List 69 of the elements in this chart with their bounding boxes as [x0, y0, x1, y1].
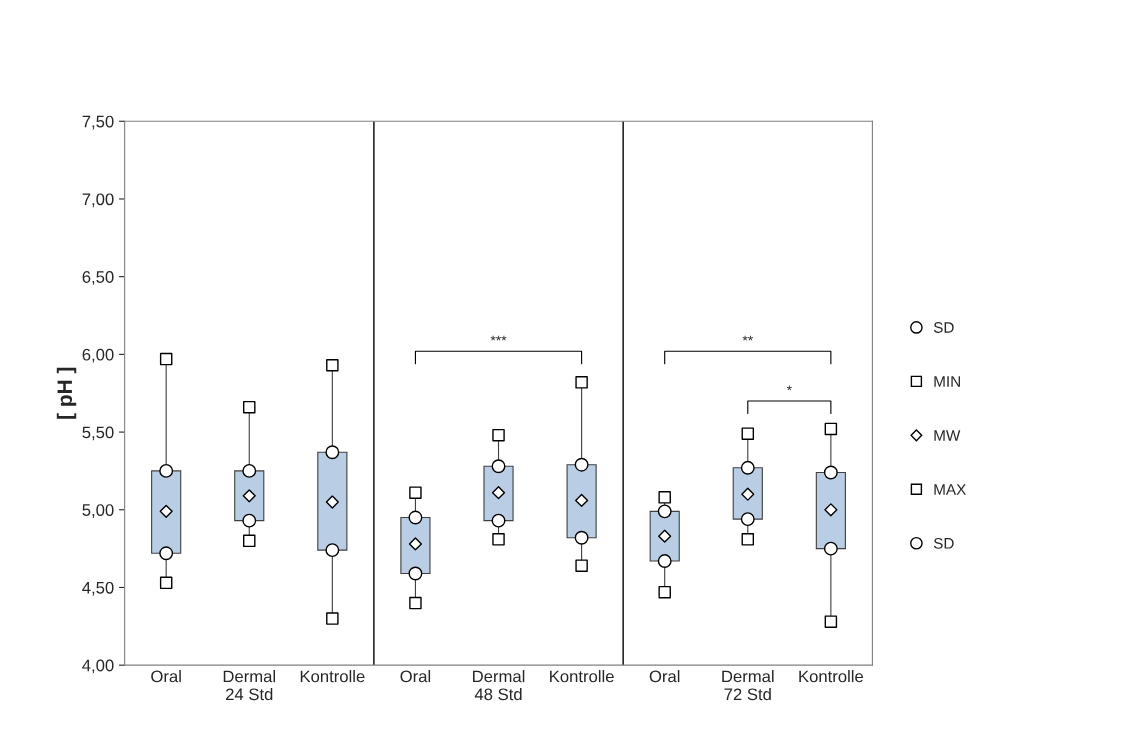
point — [159, 576, 173, 590]
y-axis-title: [ pH ] — [56, 367, 77, 419]
x-tick-label: Kontrolle — [799, 670, 864, 683]
point — [575, 376, 588, 389]
point — [243, 400, 256, 414]
point — [326, 359, 339, 372]
y-tick-label: 7,50 — [82, 115, 114, 130]
point — [408, 510, 423, 525]
x-tick-label: Oral — [151, 670, 181, 683]
point — [823, 465, 838, 480]
point — [243, 534, 256, 548]
point — [242, 463, 257, 478]
x-tick-label: Dermal 48 Std — [473, 670, 525, 701]
legend-label: SD — [933, 537, 954, 549]
annotation: ** — [742, 335, 753, 341]
point — [492, 533, 505, 546]
point — [326, 612, 339, 625]
annotation: *** — [490, 335, 507, 341]
y-tick-label: 5,50 — [82, 426, 114, 441]
bar — [317, 451, 348, 551]
point — [575, 559, 588, 572]
point — [657, 504, 672, 519]
annotation: * — [786, 385, 792, 391]
legend-label: SD — [933, 322, 954, 333]
point — [574, 530, 589, 545]
legend-label: MAX — [934, 484, 966, 495]
y-tick-label: 5,00 — [82, 504, 114, 518]
point — [409, 486, 422, 499]
point — [159, 463, 174, 478]
point — [740, 512, 755, 527]
y-tick-label: 7,00 — [82, 193, 114, 208]
bar — [815, 471, 846, 550]
x-tick-label: Oral — [400, 670, 431, 683]
point — [159, 546, 174, 561]
point — [824, 503, 838, 517]
point — [575, 493, 589, 508]
point — [657, 554, 672, 569]
point — [658, 491, 671, 504]
point — [741, 533, 755, 546]
bar — [151, 470, 182, 554]
point — [159, 352, 173, 366]
legend-label: MW — [934, 430, 961, 441]
point — [741, 427, 755, 440]
point — [492, 428, 505, 442]
point — [491, 513, 506, 528]
x-tick-label: Dermal 24 Std — [223, 670, 275, 701]
y-tick-label: 4,00 — [82, 659, 114, 674]
point — [824, 615, 838, 628]
legend-label: MIN — [934, 376, 960, 387]
point — [159, 504, 173, 518]
point — [574, 457, 589, 472]
x-tick-label: Oral — [649, 670, 680, 683]
point — [325, 543, 340, 558]
x-tick-label: Kontrolle — [300, 670, 365, 683]
point — [491, 459, 506, 474]
point — [824, 422, 838, 436]
point — [409, 596, 422, 610]
point — [658, 585, 671, 599]
point — [740, 460, 755, 475]
y-tick-label: 4,50 — [82, 581, 114, 596]
y-tick-label: 6,50 — [82, 271, 114, 285]
point — [408, 566, 423, 581]
point — [242, 513, 257, 528]
point — [325, 445, 340, 460]
x-tick-label: Dermal 72 Std — [722, 670, 774, 701]
point — [325, 495, 339, 509]
x-tick-label: Kontrolle — [550, 670, 614, 683]
y-tick-label: 6,00 — [82, 348, 114, 363]
point — [823, 541, 838, 556]
